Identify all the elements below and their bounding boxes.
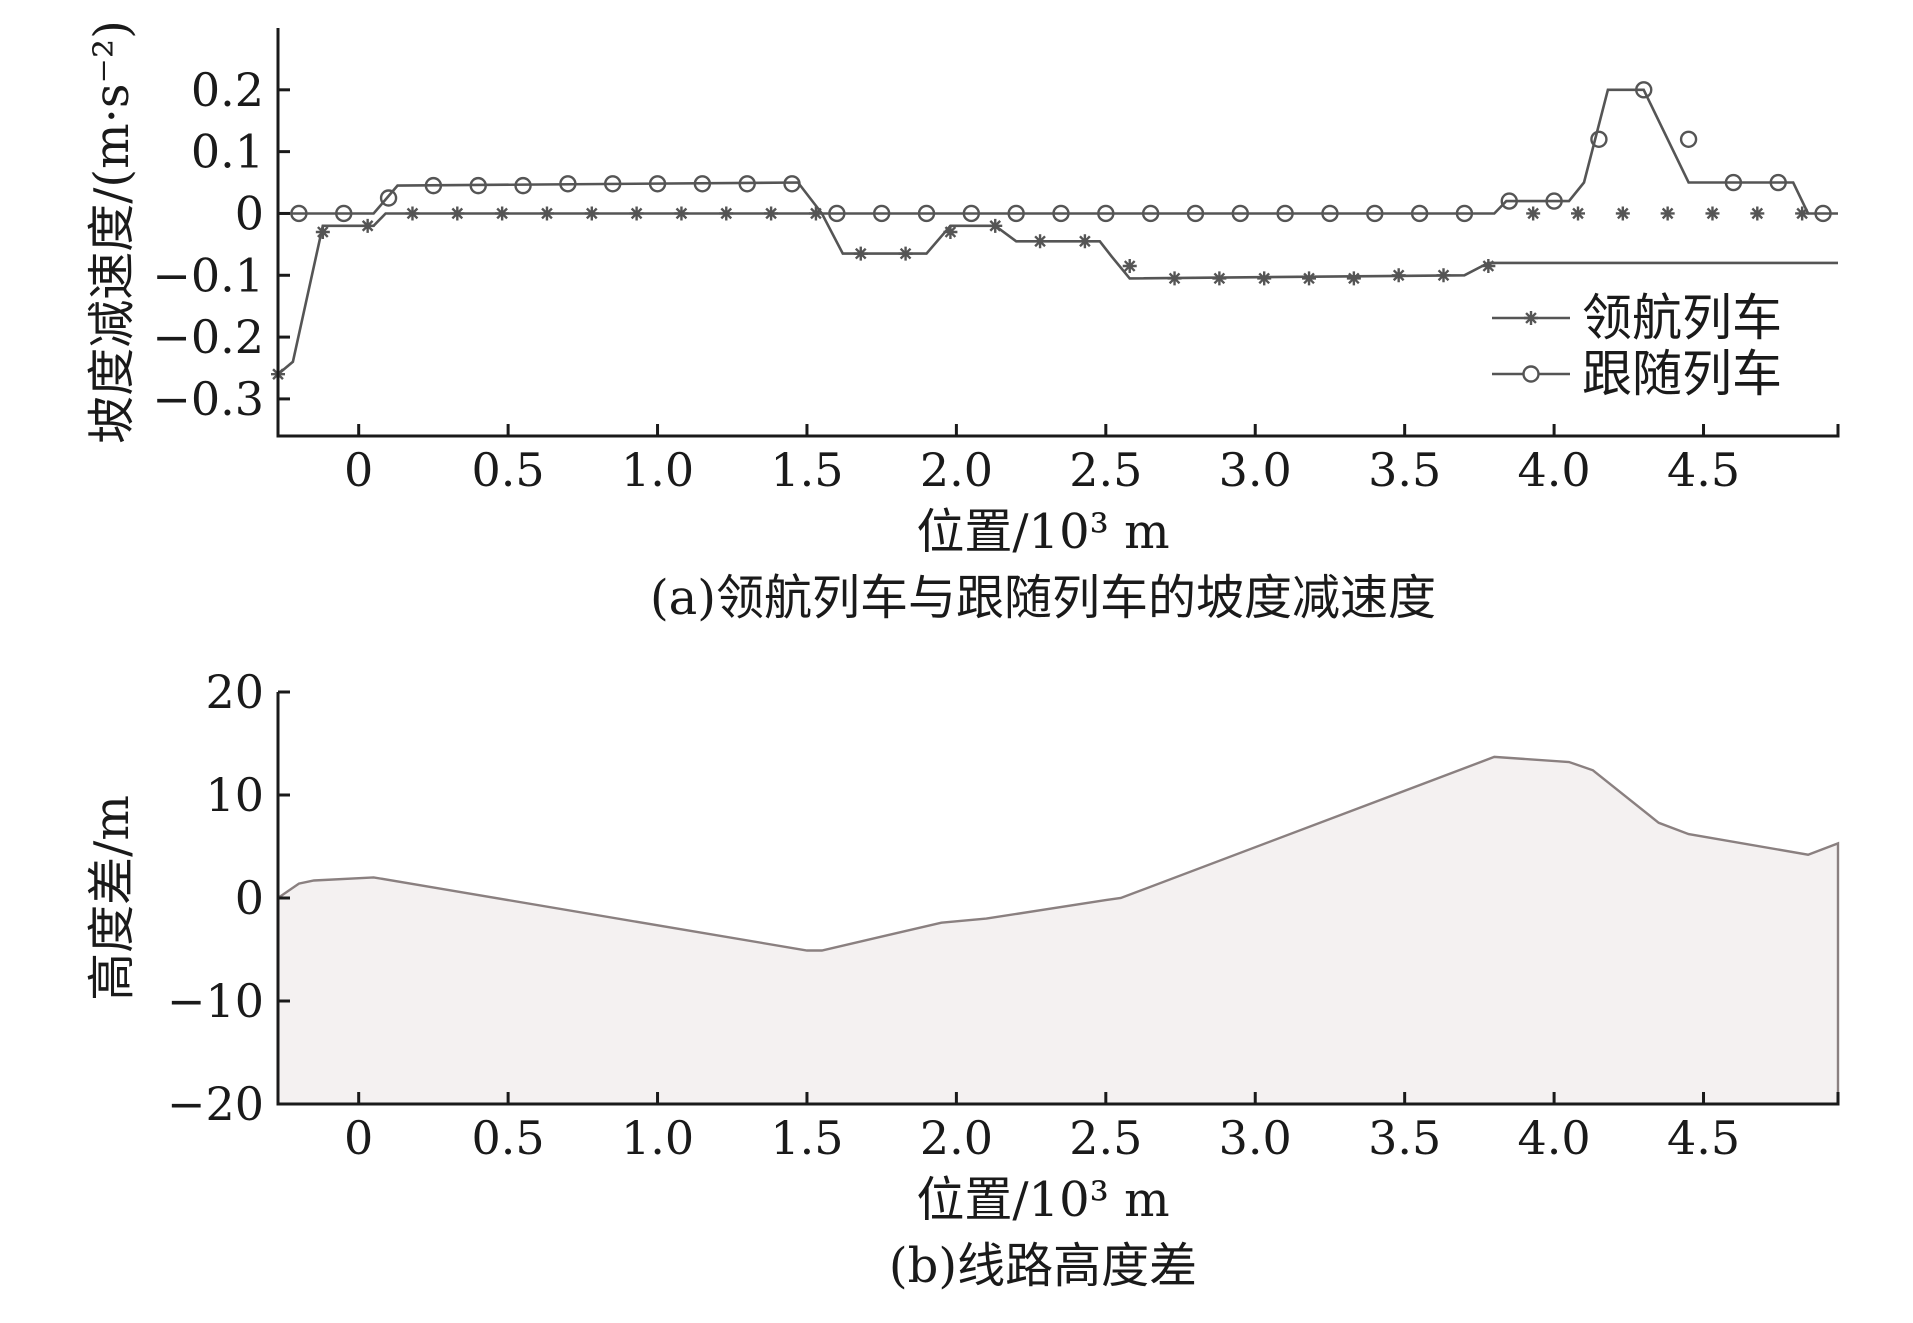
- data-point-lead-train: [1705, 206, 1720, 221]
- data-point-lead-train: [1571, 206, 1585, 221]
- data-point-lead-train: [943, 225, 958, 239]
- y-tick-label: −20: [167, 1077, 264, 1131]
- data-point-lead-train: [1750, 206, 1765, 221]
- legend-circle-marker: [1522, 365, 1540, 383]
- legend-star-marker: [1524, 311, 1538, 325]
- height-profile-area: [276, 755, 1840, 1106]
- x-tick-label: 3.0: [1219, 1111, 1292, 1165]
- series-line-follow-train: [278, 88, 1838, 215]
- y-tick-label: 20: [205, 665, 264, 719]
- data-point-lead-train: [1660, 206, 1675, 221]
- chart-b-height-difference: 0 0.5 1.0 1.5 2.0 2.5 3.0 3.5 4.0 4.520100−10−20 …: [84, 665, 1840, 1294]
- y-tick-label: 0: [235, 186, 264, 240]
- chart-a-lines: [277, 88, 1838, 376]
- data-point-lead-train: [1302, 271, 1317, 286]
- chart-a-ticks: 0 0.5 1.0 1.5 2.0 2.5 3.0 3.5 4.0 4.5 0.2 0.1 0 −0.1 −…: [152, 63, 1740, 497]
- chart-a-legend: 领航列车 跟随列车: [1492, 289, 1782, 403]
- chart-a-y-axis-label: 坡度减速度/(m·s⁻²): [84, 20, 140, 444]
- y-tick-label: −10: [167, 974, 264, 1028]
- x-tick-label: 3.5: [1368, 1111, 1441, 1165]
- legend-item-follow-train: 跟随列车: [1492, 345, 1782, 403]
- data-point-lead-train: [1615, 206, 1630, 221]
- data-point-lead-train: [315, 225, 330, 239]
- data-point-lead-train: [1795, 206, 1810, 221]
- x-tick-label: 0: [344, 1111, 373, 1165]
- x-tick-label: 4.5: [1667, 1111, 1740, 1165]
- legend-star-glyph: [1524, 311, 1538, 325]
- x-tick-label: 4.0: [1518, 443, 1591, 497]
- y-tick-label: 10: [205, 768, 264, 822]
- y-tick-label: −0.2: [152, 310, 264, 364]
- x-tick-label: 4.0: [1518, 1111, 1591, 1165]
- x-tick-label: 0: [344, 443, 373, 497]
- x-tick-label: 1.5: [770, 443, 843, 497]
- chart-b-y-axis-label: 高度差/m: [84, 795, 140, 1001]
- x-tick-label: 1.0: [621, 1111, 694, 1165]
- chart-b-ticks: 0 0.5 1.0 1.5 2.0 2.5 3.0 3.5 4.0 4.5 20 10 0 −10 −20: [167, 665, 1740, 1165]
- series-line-lead-train: [277, 212, 1838, 376]
- x-tick-label: 3.0: [1219, 443, 1292, 497]
- x-tick-label: 1.0: [621, 443, 694, 497]
- y-tick-label: −0.1: [152, 248, 264, 302]
- data-point-lead-train: [1122, 259, 1137, 273]
- data-point-lead-train: [1346, 271, 1361, 286]
- x-tick-label: 2.5: [1069, 1111, 1142, 1165]
- x-tick-label: 1.5: [770, 1111, 843, 1165]
- legend-label-follow-train: 跟随列车: [1582, 345, 1782, 403]
- x-tick-label: 0.5: [472, 1111, 545, 1165]
- legend-label-lead-train: 领航列车: [1582, 289, 1782, 347]
- data-point-follow-train: [1679, 130, 1698, 148]
- x-tick-label: 3.5: [1368, 443, 1441, 497]
- x-tick-label: 2.0: [920, 1111, 993, 1165]
- y-tick-label: 0.1: [191, 125, 264, 179]
- chart-a-axes: [276, 28, 1840, 438]
- chart-b-caption: (b)线路高度差: [889, 1238, 1197, 1294]
- x-tick-label: 2.5: [1069, 443, 1142, 497]
- chart-a-caption: (a)领航列车与跟随列车的坡度减速度: [650, 570, 1436, 626]
- y-tick-label: −0.3: [152, 372, 264, 426]
- x-tick-label: 2.0: [920, 443, 993, 497]
- chart-b-x-axis-label: 位置/10³ m: [916, 1172, 1169, 1228]
- x-tick-label: 4.5: [1667, 443, 1740, 497]
- chart-a-x-axis-label: 位置/10³ m: [916, 504, 1169, 560]
- chart-a-grade-deceleration: 0 0.5 1.0 1.5 2.0 2.5 3.0 3.5 4.0 4.5 0.2 0.1 0 −0.1 −…: [84, 20, 1840, 626]
- data-point-lead-train: [1481, 259, 1496, 273]
- x-tick-label: 0.5: [472, 443, 545, 497]
- legend-item-lead-train: 领航列车: [1492, 289, 1782, 347]
- y-tick-label: 0.2: [191, 63, 264, 117]
- y-tick-label: 0: [235, 871, 264, 925]
- data-point-lead-train: [1526, 206, 1541, 221]
